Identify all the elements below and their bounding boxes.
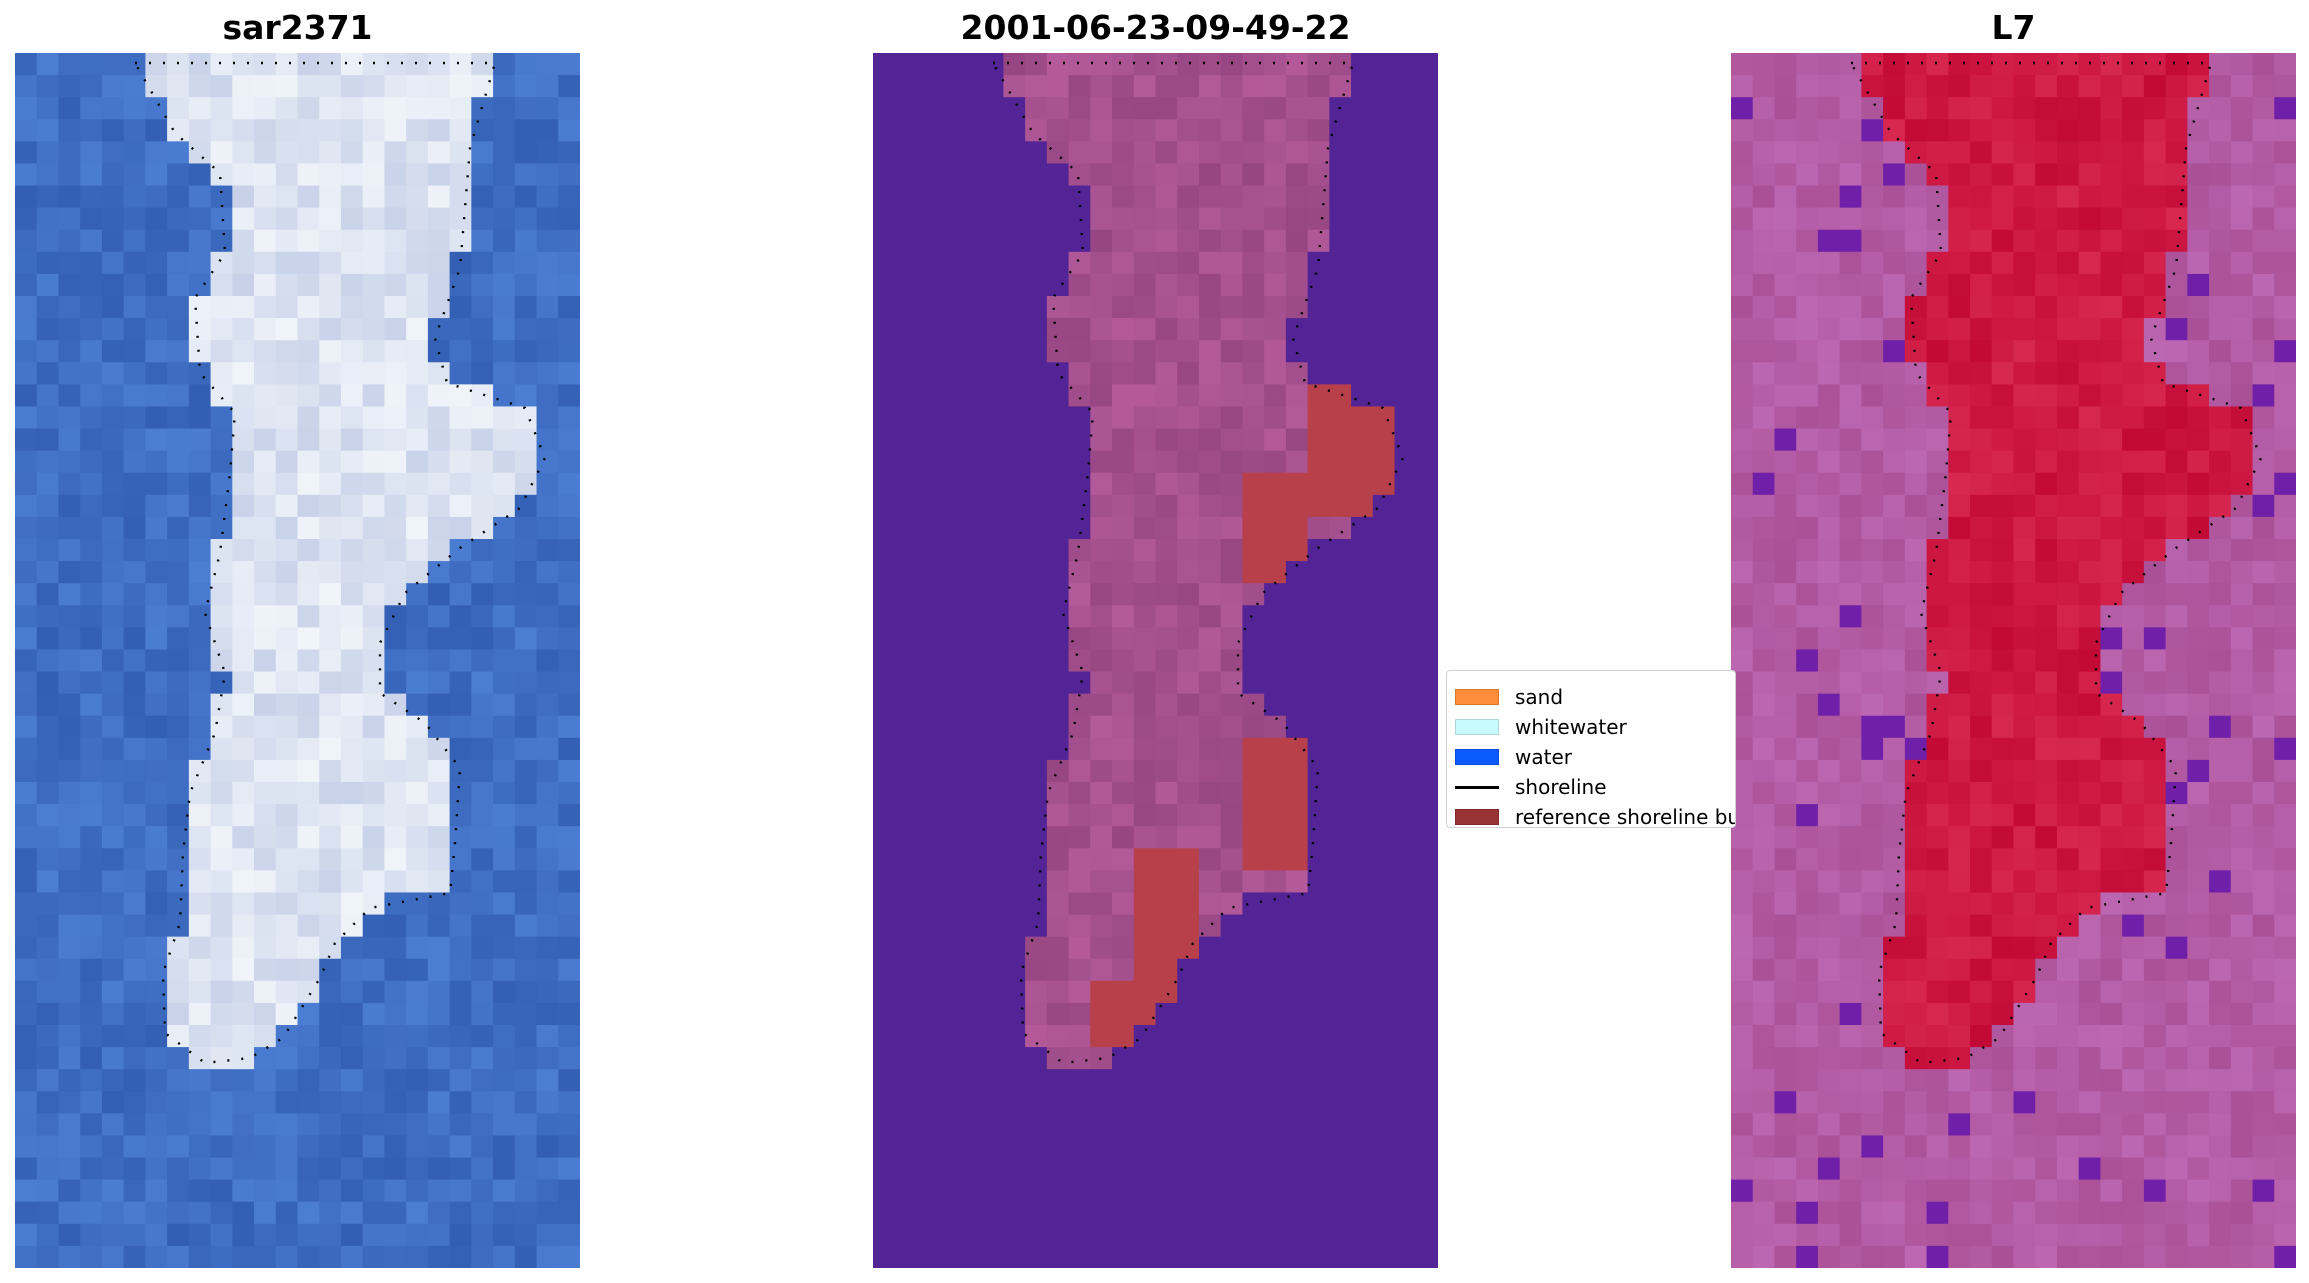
panel-class-raster — [873, 53, 1438, 1268]
legend-item-water: water — [1455, 745, 1572, 769]
panel-title-sar2371: sar2371 — [222, 8, 373, 47]
panel-title-l7: L7 — [1991, 8, 2036, 47]
legend-item-buffer: reference shoreline buffer — [1455, 805, 1735, 828]
legend: sand whitewater water shoreline referenc… — [1446, 670, 1736, 828]
shoreline-line-swatch — [1455, 785, 1499, 789]
legend-item-sand: sand — [1455, 685, 1563, 709]
sand-swatch — [1455, 689, 1499, 705]
panel-index-raster — [1731, 53, 2296, 1268]
legend-label-sand: sand — [1515, 685, 1564, 709]
buffer-swatch — [1455, 809, 1499, 825]
legend-item-shoreline: shoreline — [1455, 775, 1607, 799]
legend-label-water: water — [1515, 745, 1572, 769]
water-swatch — [1455, 749, 1499, 765]
legend-label-shoreline: shoreline — [1515, 775, 1607, 799]
panel-title-date: 2001-06-23-09-49-22 — [960, 8, 1351, 47]
legend-label-whitewater: whitewater — [1515, 715, 1627, 739]
index-image-panel — [1731, 53, 2296, 1268]
panel-rgb-raster — [15, 53, 580, 1268]
rgb-image-panel — [15, 53, 580, 1268]
classified-image-panel — [873, 53, 1438, 1268]
legend-label-buffer: reference shoreline buffer — [1515, 805, 1735, 828]
legend-item-whitewater: whitewater — [1455, 715, 1627, 739]
whitewater-swatch — [1455, 719, 1499, 735]
